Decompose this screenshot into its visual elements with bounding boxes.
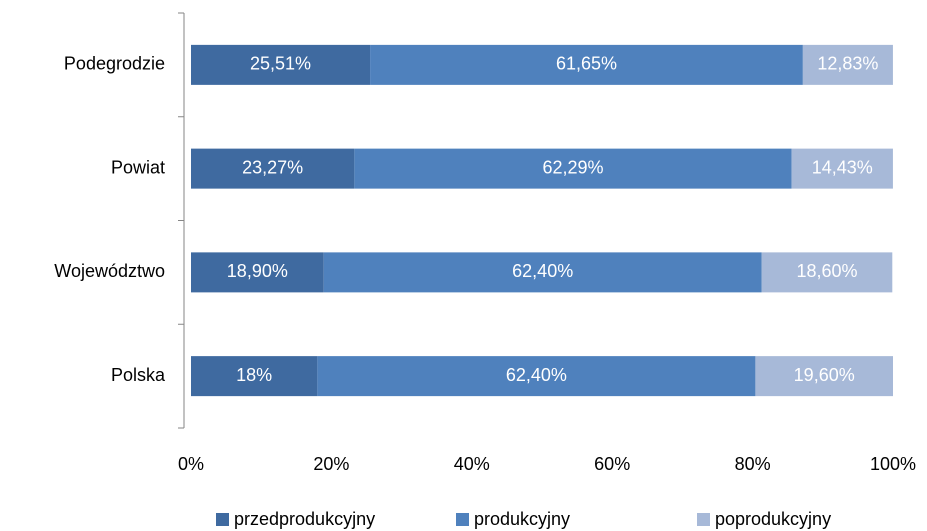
bar-segment [791,148,893,189]
legend-swatch [697,513,710,526]
x-tick-label: 100% [870,454,916,474]
legend-label: przedprodukcyjny [234,509,375,529]
bar-segment [323,252,762,293]
y-tick-label: Polska [111,365,166,385]
x-tick-label: 0% [178,454,204,474]
bar-segment [191,252,324,293]
bar-segment [317,356,756,397]
x-tick-label: 20% [313,454,349,474]
bar-segment [191,356,318,397]
legend-label: produkcyjny [474,509,570,529]
y-tick-label: Powiat [111,157,165,177]
bar-segment [802,44,893,85]
bar-segment [191,44,371,85]
data-label: 62,40% [506,365,567,385]
data-label: 12,83% [817,54,878,74]
legend-swatch [216,513,229,526]
legend-swatch [456,513,469,526]
data-label: 62,40% [512,261,573,281]
bar-segment [354,148,792,189]
data-label: 25,51% [250,54,311,74]
x-tick-label: 60% [594,454,630,474]
data-label: 19,60% [794,365,855,385]
x-tick-label: 80% [735,454,771,474]
legend-label: poprodukcyjny [715,509,831,529]
bar-segment [761,252,893,293]
data-label: 61,65% [556,54,617,74]
y-tick-label: Podegrodzie [64,54,165,74]
bar-segment [191,148,355,189]
data-label: 62,29% [542,157,603,177]
bar-segment [370,44,803,85]
data-label: 23,27% [242,157,303,177]
y-tick-label: Województwo [54,261,165,281]
data-label: 18,90% [227,261,288,281]
data-label: 18,60% [796,261,857,281]
data-label: 14,43% [812,157,873,177]
x-tick-label: 40% [454,454,490,474]
bar-segment [755,356,893,397]
data-label: 18% [236,365,272,385]
